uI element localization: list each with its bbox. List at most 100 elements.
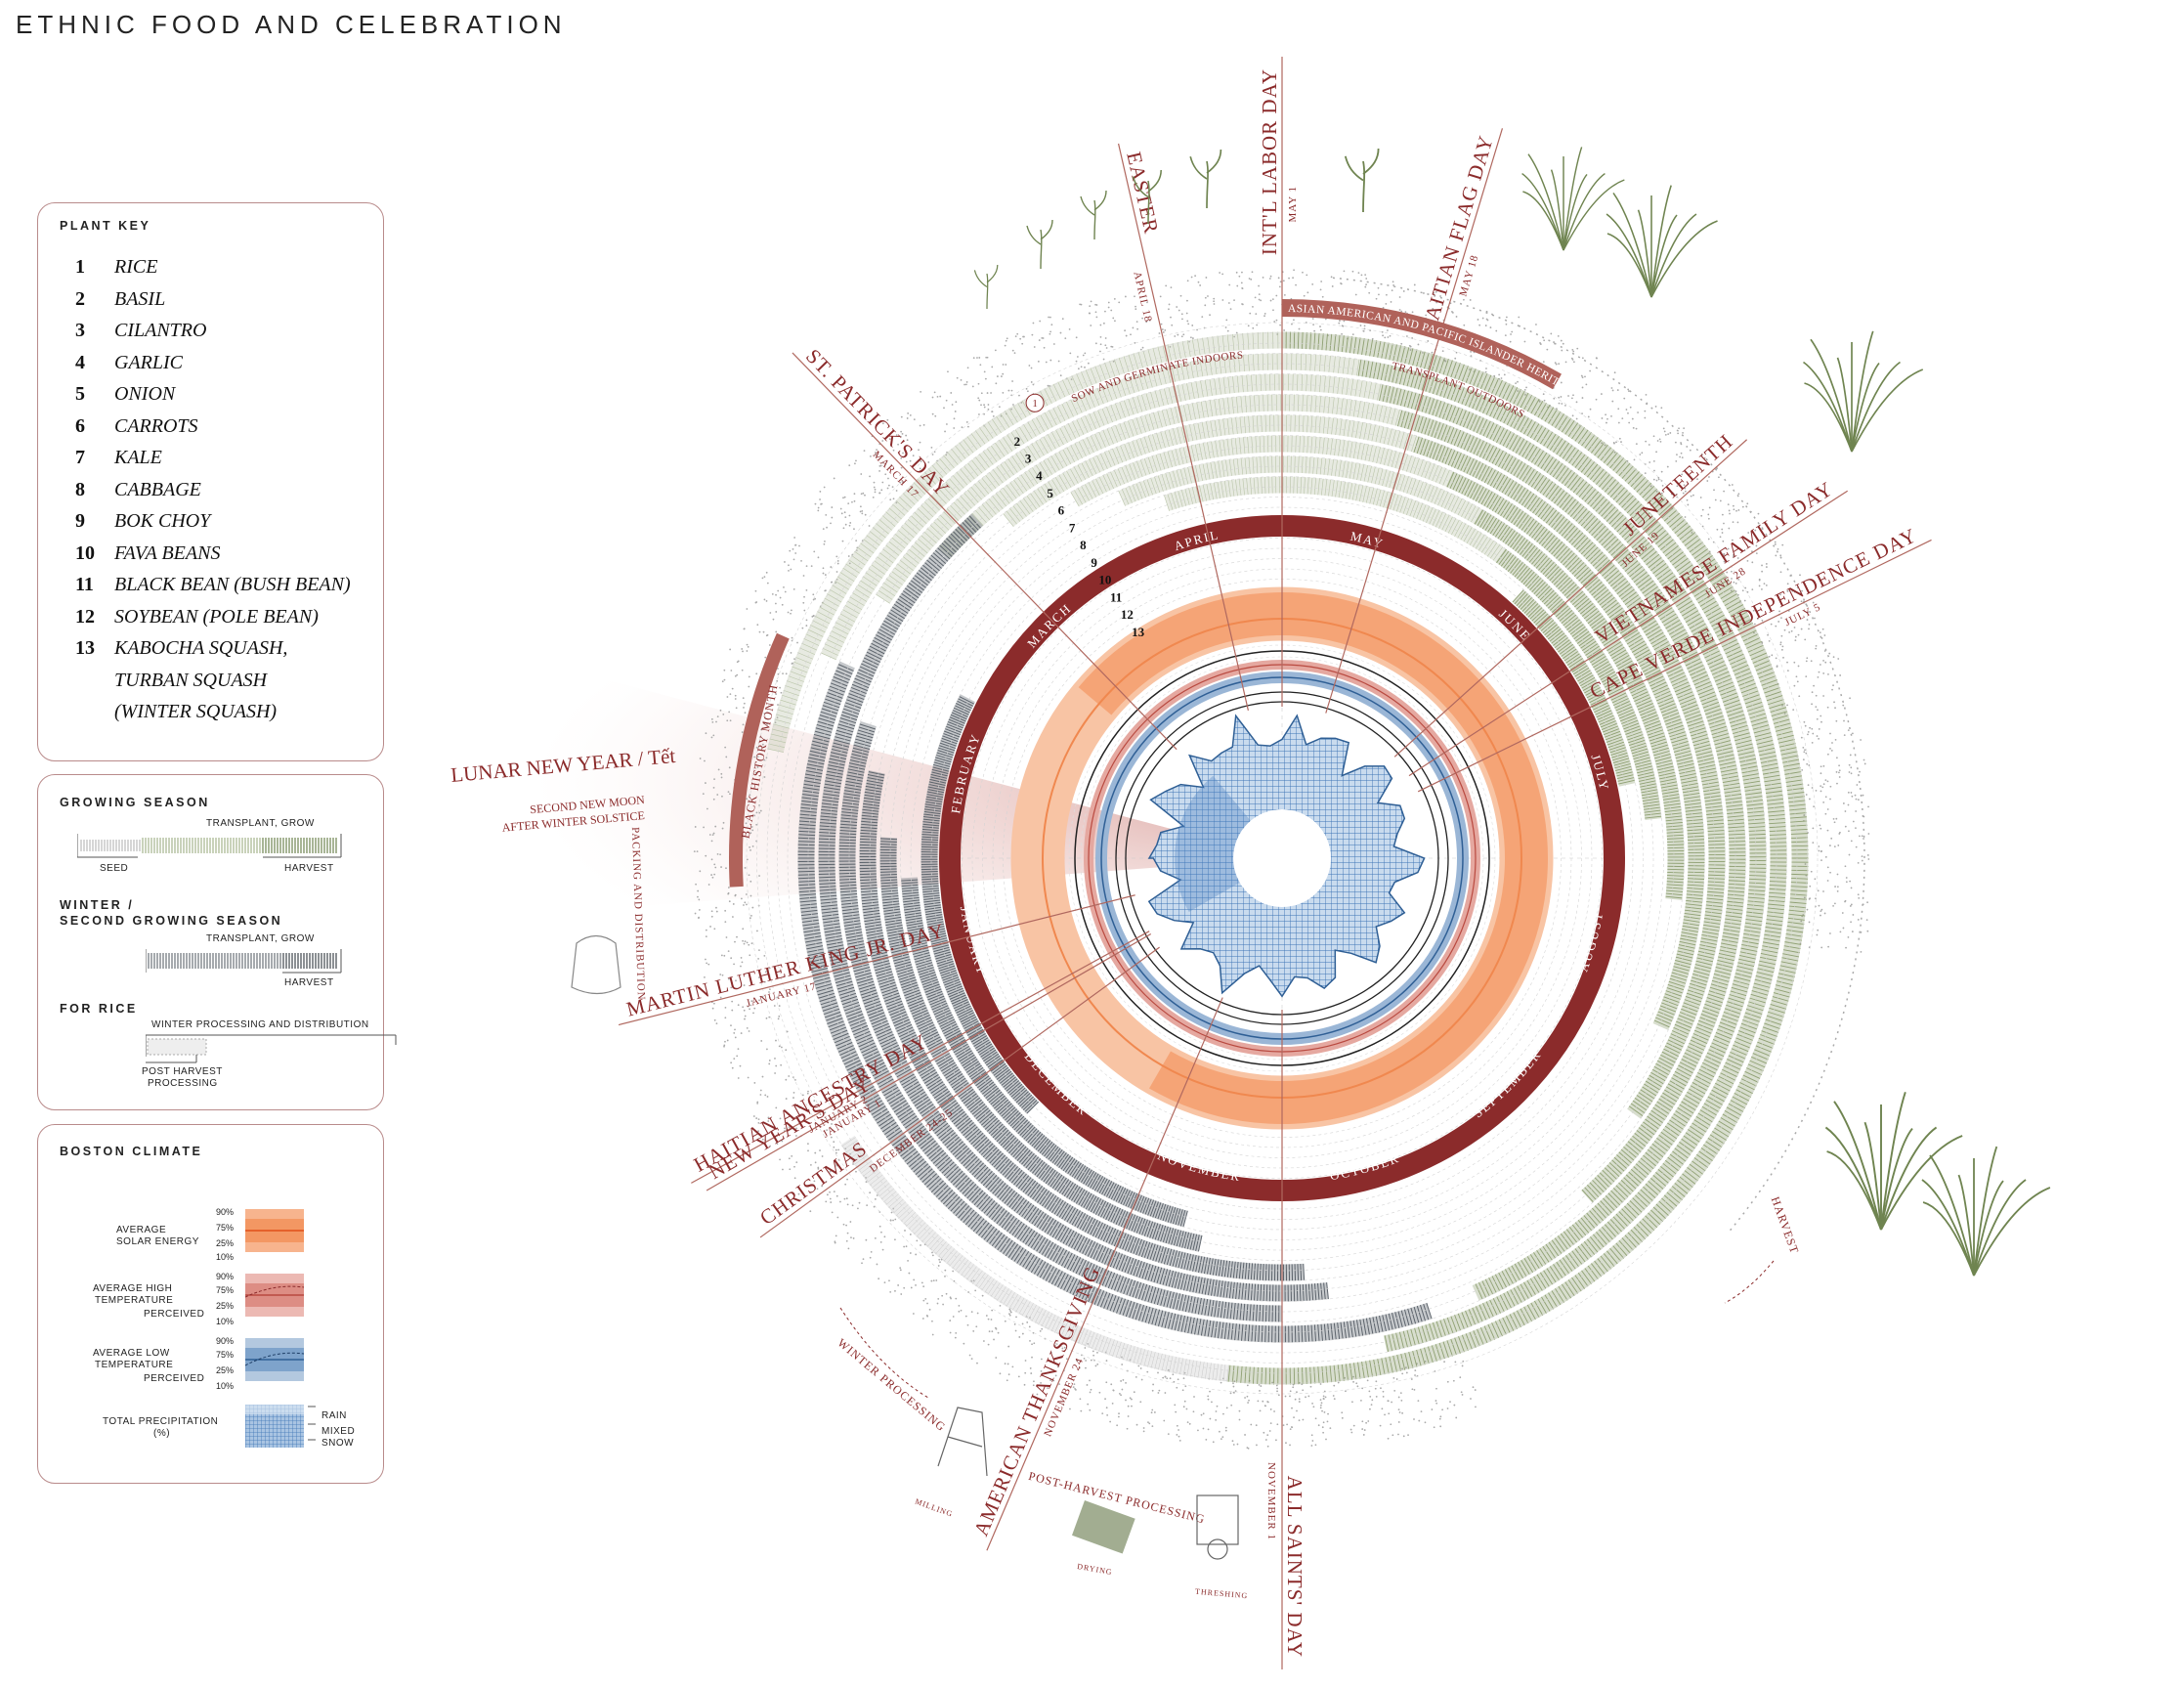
climate-title: BOSTON CLIMATE <box>60 1145 203 1158</box>
ring-number: 5 <box>1047 486 1053 500</box>
holiday-spoke <box>691 931 1150 1184</box>
transplant-label: TRANSPLANT, GROW <box>206 818 315 829</box>
high-pct-25: 25% <box>216 1301 235 1311</box>
high-pct-10: 10% <box>216 1317 235 1326</box>
seed-band <box>1003 414 1420 527</box>
holiday-spoke <box>706 932 1152 1191</box>
plant-sprout-icon <box>1344 148 1380 213</box>
growing-band <box>1496 548 1662 820</box>
ring-number: 13 <box>1132 625 1145 639</box>
growing-band <box>1446 471 1705 1030</box>
plant-key-item: 2 BASIL <box>75 288 165 311</box>
holiday-name: ST. PATRICK'S DAY <box>801 344 955 501</box>
plant-key-name: KALE <box>114 447 162 468</box>
drying-icon <box>1072 1500 1135 1554</box>
aapi-band <box>1282 299 1562 390</box>
rice-processing-band <box>840 1136 1229 1382</box>
plant-key-name: CILANTRO <box>114 320 207 341</box>
growing-band <box>1357 359 1787 1353</box>
plant-key-number: 10 <box>75 541 95 564</box>
snow-region <box>1175 775 1258 912</box>
winter-band <box>859 770 1306 1281</box>
winter-processing-arrow <box>839 1307 929 1399</box>
plant-sprout-icon <box>1132 169 1162 225</box>
seed-band <box>876 373 1384 604</box>
plant-key-name: BOK CHOY <box>114 510 211 532</box>
low-pct-75: 75% <box>216 1350 235 1360</box>
growing-band <box>1512 589 1636 787</box>
ring-number: 12 <box>1121 607 1134 622</box>
precip-bracket <box>308 1406 316 1441</box>
plant-key-number: 9 <box>75 510 85 532</box>
plant-key-number: 1 <box>75 256 85 278</box>
rice-sack-icon <box>571 934 621 995</box>
high-pct-90: 90% <box>216 1272 235 1281</box>
holiday-label: INT'L LABOR DAY MAY 1 <box>1258 68 1299 255</box>
plant-key-item: 5 ONION <box>75 383 175 406</box>
high-pct-75: 75% <box>216 1285 235 1295</box>
plant-key-item: 7 KALE <box>75 447 162 469</box>
plant-key-item: TURBAN SQUASH <box>75 670 267 692</box>
rice-winter-label: WINTER PROCESSING AND DISTRIBUTION <box>151 1019 369 1030</box>
plant-key-name: CARROTS <box>114 414 198 437</box>
growing-season-legend-bar <box>77 834 342 858</box>
holiday-label: ALL SAINTS' DAY NOVEMBER 1 <box>1265 1462 1306 1658</box>
precip-label-2: (%) <box>153 1428 171 1439</box>
plant-key-number: 4 <box>75 351 85 373</box>
high-perceived-label: PERCEIVED <box>144 1309 205 1320</box>
rice-legend-bar <box>146 1034 397 1063</box>
solar-label-2: SOLAR ENERGY <box>116 1236 199 1247</box>
plant-bush-icon <box>1606 185 1718 298</box>
harvest-arrow <box>1724 1260 1775 1304</box>
ring-number: 2 <box>1014 434 1021 449</box>
aapi-label: ASIAN AMERICAN AND PACIFIC ISLANDER HERI… <box>0 0 1561 388</box>
plant-key-name: ONION <box>114 383 176 405</box>
growing-band <box>1413 436 1726 1119</box>
winter-band <box>921 694 1040 1114</box>
plant-key-name: FAVA BEANS <box>114 541 221 564</box>
low-label-1: AVERAGE LOW <box>93 1348 170 1359</box>
high-label-2: TEMPERATURE <box>95 1295 174 1306</box>
growing-season-title: GROWING SEASON <box>60 796 210 809</box>
solar-pct-10: 10% <box>216 1252 235 1262</box>
mixed-label: MIXED <box>321 1426 356 1437</box>
plant-key-number: 13 <box>75 637 95 659</box>
holiday-spoke <box>986 997 1223 1551</box>
growing-season-panel: GROWING SEASON TRANSPLANT, GROW SEED HAR… <box>37 774 397 1110</box>
growing-band <box>1379 384 1767 1301</box>
winter-title-1: WINTER / <box>60 898 135 912</box>
snow-label: SNOW <box>321 1438 355 1449</box>
winter-title-2: SECOND GROWING SEASON <box>60 914 283 928</box>
harvest-label: HARVEST <box>1769 1194 1802 1255</box>
low-perceived-label: PERCEIVED <box>144 1373 205 1384</box>
black-history-band <box>729 632 790 888</box>
high-label-1: AVERAGE HIGH <box>93 1283 173 1294</box>
plant-key-number: 2 <box>75 287 85 310</box>
holiday-date: NOVEMBER 1 <box>1265 1462 1277 1540</box>
holiday-spoke <box>1393 439 1748 758</box>
plant-key-item: 1 RICE <box>75 256 157 279</box>
plant-bush-icon <box>1824 1091 1963 1231</box>
plant-key-number: 8 <box>75 478 85 500</box>
low-temp-swatch <box>245 1338 304 1381</box>
plant-bush-icon <box>1803 330 1924 453</box>
page-title: ETHNIC FOOD AND CELEBRATION <box>16 10 567 39</box>
plant-key-item: 10 FAVA BEANS <box>75 542 220 565</box>
plant-key-number: 6 <box>75 414 85 437</box>
holiday-spoke <box>1408 490 1849 777</box>
plant-key-name: KABOCHA SQUASH, <box>114 637 288 659</box>
plant-key-item: 3 CILANTRO <box>75 320 206 342</box>
winter-band <box>901 877 1188 1228</box>
seed-band <box>1070 435 1454 507</box>
holiday-spoke <box>618 894 1135 1026</box>
seed-band <box>821 353 1361 661</box>
winter-band <box>797 661 1433 1343</box>
solar-band-peak <box>1078 592 1548 1124</box>
plant-key-item: (WINTER SQUASH) <box>75 701 277 723</box>
holiday-spoke <box>792 352 1178 751</box>
plant-key-number: 5 <box>75 383 85 405</box>
outer-dotted-arc <box>1332 277 1865 1234</box>
